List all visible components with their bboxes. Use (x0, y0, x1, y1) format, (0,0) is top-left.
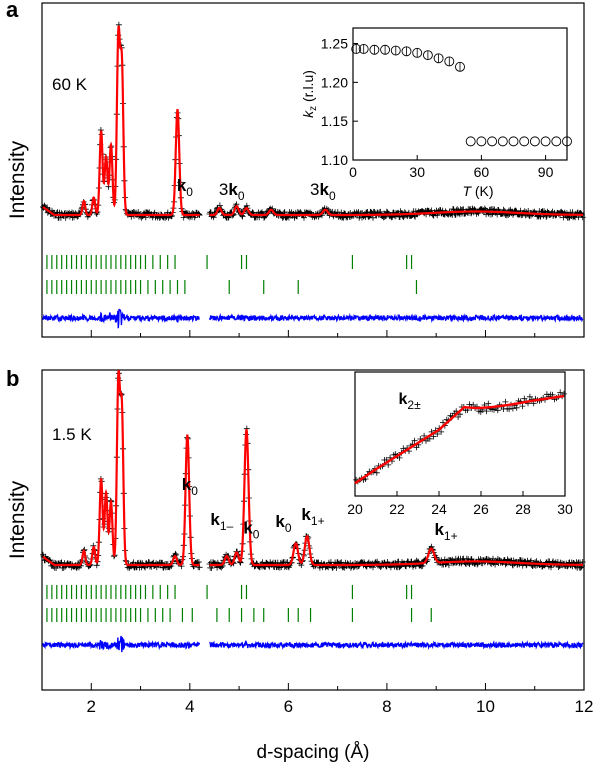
x-tick-label-5: 12 (575, 697, 594, 716)
peak-label-b-3: k0 (275, 512, 291, 535)
calculated-curve-segment-a-0 (42, 25, 200, 217)
panel-label-a: a (6, 0, 19, 22)
inset-b-xtick-label-0: 20 (347, 501, 363, 517)
x-tick-label-3: 8 (382, 697, 391, 716)
inset-b-xtick-label-2: 24 (431, 501, 447, 517)
inset-a-ytick-label-0: 1.10 (321, 152, 348, 168)
inset-kz-vs-T: 0 30 60 90 1.10 1.15 1.20 1.25 T (K) kz (r.l.u) (300, 27, 572, 199)
inset-a-point-16 (519, 136, 530, 147)
peak-label-b-5: k1+ (434, 520, 457, 543)
observed-points-segment-b-1 (206, 425, 586, 571)
difference-segment-b-1 (209, 640, 584, 651)
peak-label-b-4: k1+ (301, 505, 324, 528)
inset-a-xtick-label-3: 90 (538, 164, 554, 180)
x-axis-b: 2 4 6 8 10 12 (41, 330, 594, 716)
peak-annotations-a: k0 3k0 3k0 (177, 176, 336, 203)
peak-label-a-1: 3k0 (219, 180, 245, 203)
peak-label-a-0: k0 (177, 176, 193, 199)
inset-a-point-13 (487, 136, 498, 147)
peak-label-a-2: 3k0 (310, 180, 336, 203)
inset-a-point-15 (508, 136, 519, 147)
calculated-curve-segment-a-1 (209, 205, 584, 217)
panel-b-temperature: 1.5 K (52, 425, 92, 444)
inset-a-ytick-label-2: 1.20 (321, 74, 348, 90)
x-tick-label-2: 6 (284, 697, 293, 716)
inset-a-point-17 (529, 136, 540, 147)
panel-b-ylabel: Intensity (6, 480, 29, 559)
peak-label-b-0: k0 (182, 475, 198, 498)
calculated-pattern-b (42, 370, 584, 567)
panel-b-frame (41, 369, 585, 691)
inset-b-xtick-label-5: 30 (557, 501, 573, 517)
difference-curve-a (42, 308, 584, 329)
inset-a-point-14 (497, 136, 508, 147)
inset-a-xtick-label-1: 30 (409, 164, 425, 180)
inset-a-point-12 (476, 136, 487, 147)
inset-k2-zoom: 20 22 24 26 28 30 k2± (347, 371, 573, 517)
inset-a-point-11 (465, 136, 476, 147)
calculated-pattern-a (42, 25, 584, 217)
inset-b-xtick-label-1: 22 (389, 501, 405, 517)
inset-a-frame (352, 27, 568, 161)
calculated-curve-segment-b-0 (42, 370, 200, 567)
inset-a-ytick-label-1: 1.15 (321, 113, 348, 129)
inset-a-xtick-label-2: 60 (474, 164, 490, 180)
peak-annotations-b: k0 k0 k1– k0 k1+ k1+ (182, 475, 458, 543)
difference-curve-b (42, 635, 584, 653)
panel-a-frame (41, 2, 585, 338)
inset-a-point-19 (551, 136, 562, 147)
x-tick-label-0: 2 (87, 697, 96, 716)
calculated-curve-segment-b-1 (209, 429, 584, 567)
inset-a-point-20 (562, 136, 572, 147)
panel-a-temperature: 60 K (52, 75, 88, 94)
inset-a-ylabel: kz (r.l.u) (300, 70, 319, 118)
inset-b-xtick-label-4: 28 (515, 501, 531, 517)
observed-points-segment-a-1 (206, 201, 586, 221)
x-tick-label-4: 10 (476, 697, 495, 716)
panel-a: a Intensity 60 K k0 3k0 3k0 0 30 60 90 1.10 1.1… (6, 0, 586, 338)
inset-b-observed (353, 389, 567, 485)
inset-a-ytick-label-3: 1.25 (321, 36, 348, 52)
x-axis-label: d-spacing (Å) (257, 742, 370, 763)
difference-segment-a-0 (42, 308, 200, 329)
bragg-ticks-a (46, 255, 418, 294)
inset-b-xtick-label-3: 26 (473, 501, 489, 517)
difference-segment-b-0 (42, 635, 201, 653)
inset-b-frame (354, 371, 566, 497)
bragg-ticks-b (46, 585, 432, 622)
panel-a-ylabel: Intensity (6, 140, 29, 219)
peak-label-b-2: k1– (210, 510, 233, 533)
inset-b-annotation: k2± (399, 391, 422, 412)
panel-label-b: b (6, 366, 19, 391)
difference-segment-a-1 (208, 312, 584, 324)
inset-a-xlabel: T (K) (462, 183, 493, 199)
x-tick-label-1: 4 (185, 697, 194, 716)
inset-b-calculated (354, 394, 565, 485)
inset-a-point-18 (540, 136, 551, 147)
inset-a-xtick-label-0: 0 (349, 164, 357, 180)
peak-label-b-1: k0 (243, 518, 259, 541)
